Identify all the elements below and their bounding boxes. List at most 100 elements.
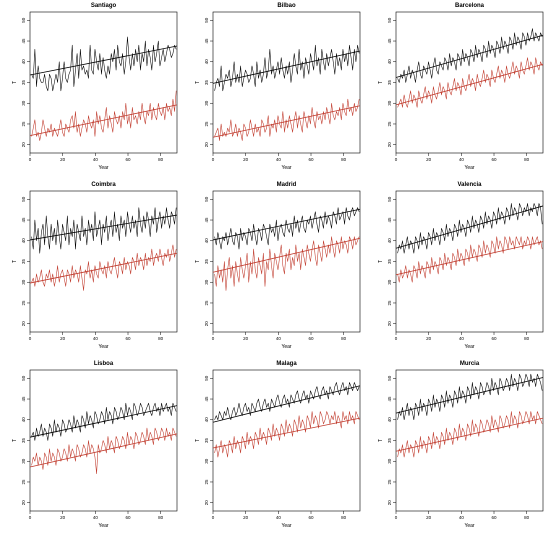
trend-line-min: [212, 237, 361, 273]
y-tick-label: 40: [21, 59, 26, 65]
chart-svg: Santiago 0 20 40 60 80 20 25 30 35 40 45 50 Year T: [12, 3, 178, 171]
y-tick-label: 30: [387, 100, 392, 106]
chart-title: Madrid: [277, 182, 297, 188]
y-tick-label: 35: [387, 80, 392, 86]
y-axis-label: T: [12, 260, 18, 263]
y-tick-label: 30: [21, 458, 26, 464]
x-tick-label: 80: [341, 157, 347, 162]
x-tick-label: 80: [524, 336, 530, 341]
y-tick-label: 20: [387, 500, 392, 506]
y-axis-label: T: [378, 439, 384, 442]
x-tick-label: 60: [491, 157, 497, 162]
trend-line-min: [395, 63, 544, 106]
chart-title: Lisboa: [94, 361, 114, 367]
y-tick-label: 20: [204, 321, 209, 327]
series-line-max: [397, 28, 543, 83]
plot-frame: [395, 11, 544, 154]
x-axis-label: Year: [281, 523, 291, 529]
trend-line-min: [29, 252, 178, 284]
y-tick-label: 50: [387, 196, 392, 202]
x-tick-label: 80: [158, 336, 164, 341]
trend-line-min: [29, 104, 178, 136]
y-tick-label: 20: [21, 500, 26, 506]
chart-svg: Lisboa 0 20 40 60 80 20 25 30 35 40 45 50 Year T: [12, 361, 178, 529]
x-tick-label: 0: [29, 157, 32, 162]
chart-title: Barcelona: [455, 3, 485, 9]
x-tick-label: 60: [125, 336, 131, 341]
y-tick-label: 35: [387, 259, 392, 265]
y-tick-label: 35: [21, 438, 26, 444]
x-tick-label: 0: [212, 515, 215, 520]
x-tick-label: 60: [491, 336, 497, 341]
y-tick-label: 40: [387, 59, 392, 65]
y-tick-label: 25: [387, 121, 392, 127]
trend-line-max: [395, 34, 544, 78]
y-axis-label: T: [12, 81, 18, 84]
chart-panel: Valencia 0 20 40 60 80 20 25 30 35 40 45 50 Year T: [366, 179, 549, 358]
x-axis-label: Year: [98, 165, 108, 171]
chart-svg: Madrid 0 20 40 60 80 20 25 30 35 40 45 50 Year T: [195, 182, 361, 350]
chart-panel: Murcia 0 20 40 60 80 20 25 30 35 40 45 50 Year T: [366, 358, 549, 537]
x-tick-label: 60: [125, 515, 131, 520]
series-line-max: [397, 203, 543, 254]
series-line-min: [31, 427, 177, 474]
y-tick-label: 35: [204, 80, 209, 86]
trend-line-max: [29, 214, 178, 241]
x-tick-label: 40: [276, 515, 282, 520]
chart-svg: Malaga 0 20 40 60 80 20 25 30 35 40 45 50 Year T: [195, 361, 361, 529]
y-tick-label: 35: [21, 259, 26, 265]
x-tick-label: 40: [93, 157, 99, 162]
y-tick-label: 30: [204, 458, 209, 464]
x-tick-label: 0: [212, 157, 215, 162]
y-tick-label: 25: [387, 300, 392, 306]
plot-frame: [212, 190, 361, 333]
series-line-min: [397, 236, 543, 283]
x-tick-label: 20: [426, 515, 432, 520]
x-tick-label: 0: [29, 515, 32, 520]
y-tick-label: 40: [204, 238, 209, 244]
chart-svg: Valencia 0 20 40 60 80 20 25 30 35 40 45 50 Year T: [378, 182, 544, 350]
y-tick-label: 25: [204, 479, 209, 485]
y-tick-label: 35: [204, 438, 209, 444]
x-tick-label: 40: [276, 157, 282, 162]
y-tick-label: 45: [21, 217, 26, 223]
series-line-min: [214, 98, 360, 141]
y-axis-label: T: [378, 260, 384, 263]
series-line-max: [397, 373, 543, 421]
x-tick-label: 80: [158, 157, 164, 162]
series-line-max: [31, 402, 177, 441]
x-tick-label: 40: [459, 336, 465, 341]
y-tick-label: 25: [387, 479, 392, 485]
y-axis-label: T: [378, 81, 384, 84]
x-axis-label: Year: [464, 165, 474, 171]
x-tick-label: 80: [524, 157, 530, 162]
chart-panel: Barcelona 0 20 40 60 80 20 25 30 35 40 45 50 Year T: [366, 0, 549, 179]
y-tick-label: 20: [387, 321, 392, 327]
trend-line-max: [212, 385, 361, 423]
plot-frame: [29, 369, 178, 512]
y-tick-label: 25: [21, 300, 26, 306]
y-tick-label: 45: [387, 38, 392, 44]
y-tick-label: 30: [204, 279, 209, 285]
x-tick-label: 0: [395, 336, 398, 341]
x-axis-label: Year: [281, 344, 291, 350]
y-tick-label: 20: [387, 142, 392, 148]
x-axis-label: Year: [464, 344, 474, 350]
x-tick-label: 20: [60, 336, 66, 341]
chart-panel: Santiago 0 20 40 60 80 20 25 30 35 40 45 50 Year T: [0, 0, 183, 179]
y-tick-label: 40: [387, 417, 392, 423]
plot-frame: [212, 11, 361, 154]
trend-line-min: [212, 417, 361, 449]
x-tick-label: 20: [60, 157, 66, 162]
x-tick-label: 80: [524, 515, 530, 520]
x-axis-label: Year: [98, 344, 108, 350]
trend-line-min: [29, 433, 178, 468]
y-tick-label: 40: [204, 59, 209, 65]
trend-line-max: [212, 50, 361, 84]
y-tick-label: 40: [21, 238, 26, 244]
y-tick-label: 40: [387, 238, 392, 244]
y-axis-label: T: [195, 439, 201, 442]
y-tick-label: 45: [387, 396, 392, 402]
y-tick-label: 30: [387, 279, 392, 285]
